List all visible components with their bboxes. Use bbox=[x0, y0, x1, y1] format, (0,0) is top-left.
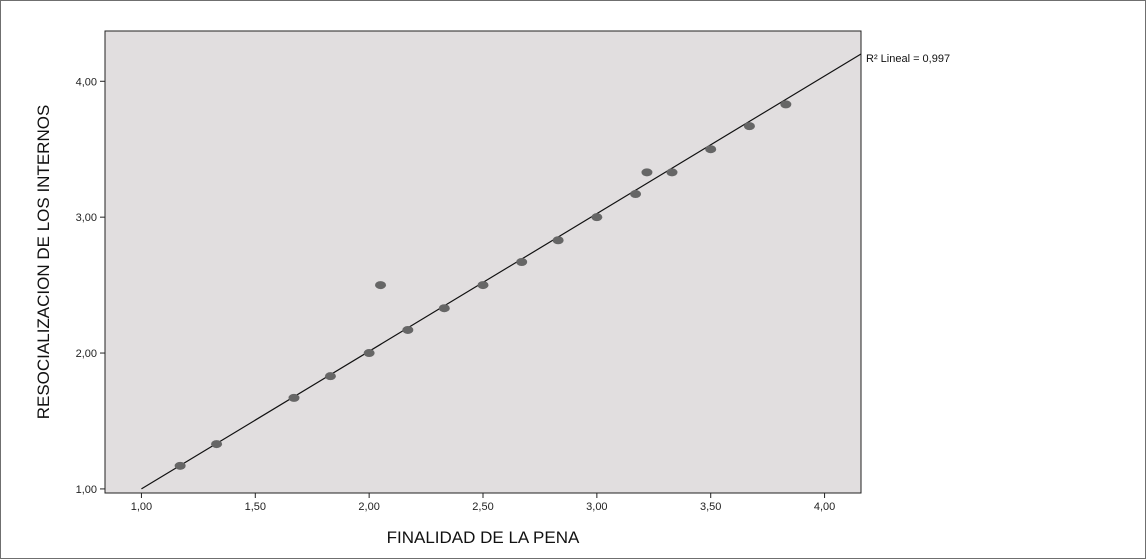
x-axis-title: FINALIDAD DE LA PENA bbox=[387, 528, 580, 547]
x-tick-label: 1,00 bbox=[131, 501, 152, 513]
data-point bbox=[743, 122, 755, 131]
plot-area bbox=[104, 30, 862, 494]
y-tick-label: 1,00 bbox=[76, 484, 97, 496]
data-point bbox=[780, 100, 792, 109]
y-tick-label: 2,00 bbox=[76, 348, 97, 360]
x-axis: 1,00 1,50 2,00 2,50 3,00 3,50 4,00 bbox=[131, 493, 835, 513]
data-point bbox=[641, 168, 653, 177]
data-points bbox=[174, 100, 792, 470]
x-tick-label: 3,50 bbox=[700, 501, 721, 513]
x-tick-label: 4,00 bbox=[814, 501, 835, 513]
x-tick-label: 3,00 bbox=[586, 501, 607, 513]
data-point bbox=[705, 145, 717, 154]
data-point bbox=[552, 236, 564, 245]
x-tick-label: 1,50 bbox=[245, 501, 266, 513]
data-point bbox=[516, 258, 528, 266]
data-point bbox=[666, 168, 678, 177]
data-point bbox=[591, 213, 603, 222]
data-point bbox=[477, 281, 489, 290]
regression-fit-label: R² Lineal = 0,997 bbox=[866, 53, 950, 65]
data-point bbox=[375, 281, 387, 290]
data-point bbox=[438, 304, 450, 313]
y-axis-title: RESOCIALIZACION DE LOS INTERNOS bbox=[34, 105, 53, 420]
y-tick-label: 3,00 bbox=[76, 212, 97, 224]
data-point bbox=[363, 349, 375, 358]
regression-line bbox=[141, 53, 862, 490]
data-point bbox=[288, 393, 300, 402]
data-point bbox=[211, 440, 223, 449]
x-tick-label: 2,50 bbox=[472, 501, 493, 513]
data-point bbox=[324, 372, 336, 381]
data-point bbox=[174, 461, 186, 470]
y-axis: 1,00 2,00 3,00 4,00 bbox=[76, 76, 105, 496]
y-tick-label: 4,00 bbox=[76, 76, 97, 88]
data-point bbox=[630, 190, 642, 199]
data-point bbox=[402, 325, 414, 334]
x-tick-label: 2,00 bbox=[358, 501, 379, 513]
